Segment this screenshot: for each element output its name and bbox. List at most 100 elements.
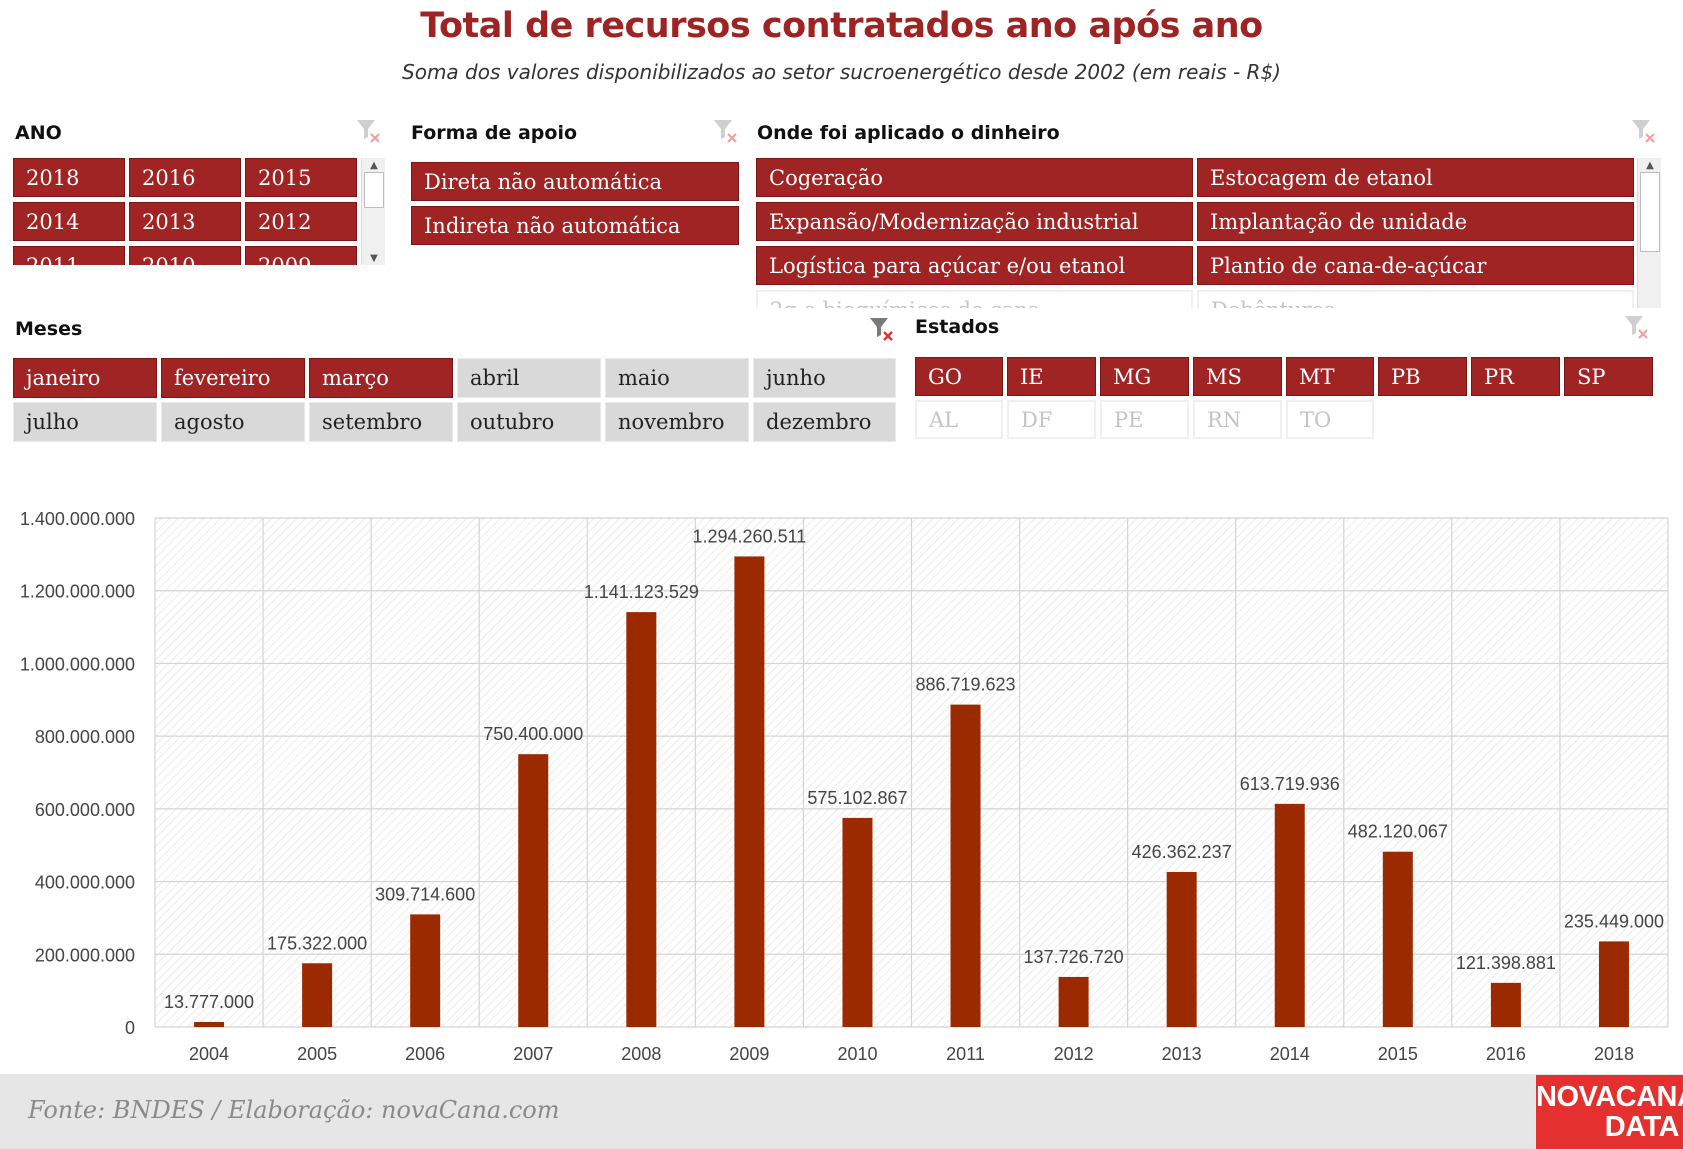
bar-2006[interactable] <box>410 914 441 1027</box>
slicer-meses-item[interactable]: outubro <box>457 402 601 442</box>
slicer-ano-item[interactable]: 2013 <box>129 202 241 241</box>
scroll-thumb[interactable] <box>1640 172 1660 252</box>
x-tick-label: 2010 <box>837 1044 877 1064</box>
data-label: 309.714.600 <box>375 884 475 904</box>
slicer-estados-item[interactable]: MT <box>1286 357 1374 396</box>
x-tick-label: 2009 <box>729 1044 769 1064</box>
bar-2004[interactable] <box>194 1021 225 1027</box>
novacana-data-logo: NOVACANA DATA <box>1536 1075 1683 1149</box>
slicer-estados-item[interactable]: GO <box>915 357 1003 396</box>
slicer-ano-scrollbar[interactable]: ▲ ▼ <box>361 158 385 265</box>
scroll-thumb[interactable] <box>364 172 384 208</box>
slicer-estados-item[interactable]: DF <box>1007 400 1096 439</box>
bar-2014[interactable] <box>1274 803 1305 1027</box>
data-label: 137.726.720 <box>1024 947 1124 967</box>
slicer-meses-item[interactable]: maio <box>605 358 749 398</box>
slicer-estados-item[interactable]: PE <box>1100 400 1189 439</box>
slicer-ano-item[interactable]: 2015 <box>245 158 357 197</box>
bar-chart: 0 200.000.000 400.000.000 600.000.000 800.00… <box>20 509 1669 1064</box>
slicer-meses-item[interactable]: junho <box>753 358 896 398</box>
slicer-ano-item[interactable]: 2012 <box>245 202 357 241</box>
slicer-meses-item[interactable]: março <box>309 358 453 398</box>
bar-2016[interactable] <box>1490 982 1521 1027</box>
bar-2010[interactable] <box>842 817 873 1027</box>
bar-2011[interactable] <box>950 704 981 1027</box>
slicer-aplicacao-item[interactable]: Estocagem de etanol <box>1197 158 1634 197</box>
slicer-title-forma: Forma de apoio <box>411 122 578 144</box>
slicer-estados-item[interactable]: IE <box>1007 357 1096 396</box>
slicer-estados-item[interactable]: TO <box>1286 400 1374 439</box>
bar-2015[interactable] <box>1382 851 1413 1027</box>
scroll-down-arrow-icon[interactable]: ▼ <box>370 252 378 264</box>
slicer-meses-item[interactable]: dezembro <box>753 402 896 442</box>
y-tick-label: 400.000.000 <box>35 873 135 893</box>
slicer-aplicacao-tiles: Cogeração Estocagem de etanol Expansão/M… <box>756 158 1636 308</box>
bar-2018[interactable] <box>1598 941 1629 1027</box>
slicer-meses-item[interactable]: abril <box>457 358 601 398</box>
bar-2008[interactable] <box>626 612 657 1027</box>
slicer-meses-item[interactable]: julho <box>13 402 157 442</box>
x-tick-label: 2012 <box>1054 1044 1094 1064</box>
slicer-aplicacao-scrollbar[interactable]: ▲ <box>1637 158 1661 308</box>
data-label: 1.141.123.529 <box>584 582 699 602</box>
slicer-title-meses: Meses <box>15 318 83 340</box>
slicer-ano-item[interactable]: 2014 <box>13 202 125 241</box>
logo-line1: NOVACANA <box>1536 1081 1683 1113</box>
slicer-aplicacao-item[interactable]: Implantação de unidade <box>1197 202 1634 241</box>
x-tick-label: 2007 <box>513 1044 553 1064</box>
y-tick-label: 600.000.000 <box>35 800 135 820</box>
slicer-estados-item[interactable]: AL <box>915 400 1003 439</box>
slicer-forma-item[interactable]: Indireta não automática <box>411 206 739 245</box>
slicer-aplicacao-item[interactable]: Debêntures <box>1197 290 1634 308</box>
x-tick-label: 2016 <box>1486 1044 1526 1064</box>
bar-2007[interactable] <box>518 754 549 1027</box>
slicer-ano-item[interactable]: 2011 <box>13 246 125 265</box>
y-tick-label: 1.400.000.000 <box>20 509 135 529</box>
slicer-estados-item[interactable]: MG <box>1100 357 1189 396</box>
data-label: 121.398.881 <box>1456 953 1556 973</box>
data-label: 750.400.000 <box>483 724 583 744</box>
bar-2013[interactable] <box>1166 871 1197 1027</box>
clear-filter-icon[interactable] <box>868 316 894 342</box>
bar-2005[interactable] <box>302 963 333 1027</box>
slicer-estados-item[interactable]: SP <box>1564 357 1653 396</box>
clear-filter-icon[interactable] <box>1623 314 1649 340</box>
slicer-forma-item[interactable]: Direta não automática <box>411 162 739 201</box>
slicer-title-estados: Estados <box>915 316 1000 338</box>
slicer-aplicacao-item[interactable]: Expansão/Modernização industrial <box>756 202 1193 241</box>
slicer-meses-item[interactable]: setembro <box>309 402 453 442</box>
slicer-meses-item[interactable]: janeiro <box>13 358 157 398</box>
slicer-estados-item[interactable]: MS <box>1193 357 1282 396</box>
slicer-aplicacao-item[interactable]: Plantio de cana-de-açúcar <box>1197 246 1634 285</box>
footer-source: Fonte: BNDES / Elaboração: novaCana.com <box>28 1096 560 1124</box>
slicer-meses-item[interactable]: fevereiro <box>161 358 305 398</box>
bar-2012[interactable] <box>1058 976 1089 1027</box>
chart-subtitle: Soma dos valores disponibilizados ao set… <box>402 60 1281 84</box>
slicer-ano-tiles: 2018 2016 2015 2014 2013 2012 2011 2010 … <box>13 158 360 265</box>
slicer-estados-item[interactable]: PB <box>1378 357 1467 396</box>
data-label: 1.294.260.511 <box>693 526 807 546</box>
slicer-estados-item[interactable]: PR <box>1471 357 1560 396</box>
slicer-meses-item[interactable]: agosto <box>161 402 305 442</box>
clear-filter-icon[interactable] <box>712 118 738 144</box>
slicer-ano-item[interactable]: 2009 <box>245 246 357 265</box>
x-tick-label: 2005 <box>297 1044 337 1064</box>
slicer-aplicacao-item[interactable]: Logística para açúcar e/ou etanol <box>756 246 1193 285</box>
clear-filter-icon[interactable] <box>1630 118 1656 144</box>
scroll-up-arrow-icon[interactable]: ▲ <box>370 159 378 171</box>
slicer-estados-item[interactable]: RN <box>1193 400 1282 439</box>
clear-filter-icon[interactable] <box>355 118 381 144</box>
slicer-ano-item[interactable]: 2018 <box>13 158 125 197</box>
scroll-up-arrow-icon[interactable]: ▲ <box>1646 159 1654 171</box>
data-label: 482.120.067 <box>1348 822 1448 842</box>
x-tick-label: 2006 <box>405 1044 445 1064</box>
x-tick-label: 2004 <box>189 1044 229 1064</box>
slicer-aplicacao-item[interactable]: Cogeração <box>756 158 1193 197</box>
y-tick-label: 0 <box>125 1018 135 1038</box>
slicer-meses-item[interactable]: novembro <box>605 402 749 442</box>
logo-line2: DATA <box>1604 1111 1680 1143</box>
slicer-ano-item[interactable]: 2016 <box>129 158 241 197</box>
slicer-aplicacao-item[interactable]: 2g e bioquímicos de cana <box>756 290 1193 308</box>
slicer-ano-item[interactable]: 2010 <box>129 246 241 265</box>
bar-2009[interactable] <box>734 556 765 1027</box>
